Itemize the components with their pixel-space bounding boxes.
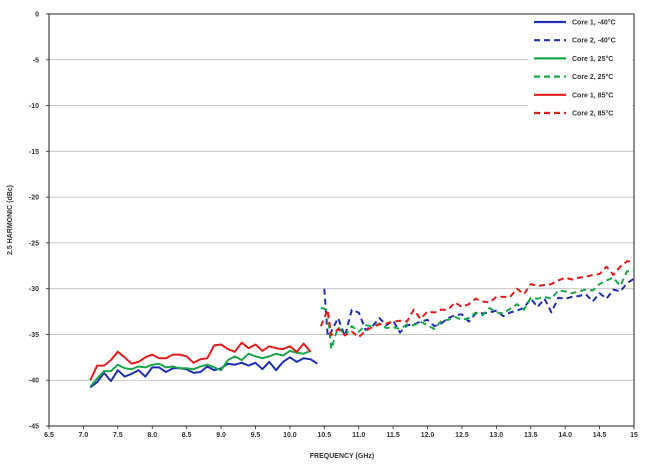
y-tick-label: -15 (29, 149, 39, 156)
x-tick-label: 9.5 (251, 432, 261, 439)
y-tick-label: -20 (29, 195, 39, 202)
y-tick-label: 0 (35, 12, 39, 19)
series-line-2 (89, 349, 311, 388)
series-line-4 (89, 341, 312, 381)
y-axis-title: 2.5 HARMONIC (dBc) (7, 185, 14, 255)
grid-lines (49, 59, 634, 381)
x-tick-label: 11.5 (386, 432, 399, 439)
plot-area-border (48, 13, 635, 427)
series-line-5 (319, 260, 634, 339)
y-axis-ticks: 0 -5 -10 -15 -20 -25 -30 -35 -40 -45 (29, 12, 49, 431)
series-line-3 (320, 269, 635, 351)
x-tick-label: 7.0 (79, 432, 89, 439)
legend-label-2: Core 1, 25°C (572, 55, 613, 63)
x-tick-label: 12.0 (421, 432, 435, 439)
legend-label-1: Core 2, -40°C (572, 37, 616, 45)
legend-label-4: Core 1, 85°C (572, 91, 613, 99)
x-axis-ticks: 6.5 7.0 7.5 8.0 8.5 9.0 9.5 10.0 10.5 11.0 11.5 12.… (44, 426, 638, 439)
x-tick-label: 11.0 (352, 432, 365, 439)
legend-label-5: Core 2, 85°C (572, 110, 613, 118)
legend: Core 1, -40°C Core 2, -40°C Core 1, 25°C Co… (528, 15, 632, 121)
legend-label-3: Core 2, 25°C (572, 73, 613, 81)
x-tick-label: 8.0 (147, 432, 157, 439)
series-lines (89, 260, 635, 389)
y-tick-label: -30 (29, 286, 39, 293)
x-tick-label: 6.5 (44, 432, 54, 439)
x-tick-label: 13.5 (524, 432, 538, 439)
x-tick-label: 10.5 (317, 432, 331, 439)
y-tick-label: -25 (29, 240, 39, 247)
x-tick-label: 10.0 (283, 432, 297, 439)
x-tick-label: 7.5 (113, 432, 123, 439)
y-tick-label: -35 (29, 332, 39, 339)
x-tick-label: 14.5 (593, 432, 607, 439)
x-tick-label: 9.0 (216, 432, 226, 439)
y-tick-label: -10 (29, 103, 39, 110)
x-tick-label: 8.5 (182, 432, 192, 439)
legend-label-0: Core 1, -40°C (572, 19, 616, 27)
x-axis-title: FREQUENCY (GHz) (310, 453, 374, 460)
x-tick-label: 12.5 (455, 432, 469, 439)
y-tick-label: -45 (29, 424, 39, 431)
x-tick-label: 14.0 (558, 432, 572, 439)
legend-box (528, 15, 632, 121)
x-tick-label: 15 (630, 432, 638, 439)
y-tick-label: -5 (33, 57, 39, 64)
series-line-0 (89, 356, 318, 389)
x-tick-label: 13.0 (490, 432, 504, 439)
y-tick-label: -40 (29, 378, 39, 385)
